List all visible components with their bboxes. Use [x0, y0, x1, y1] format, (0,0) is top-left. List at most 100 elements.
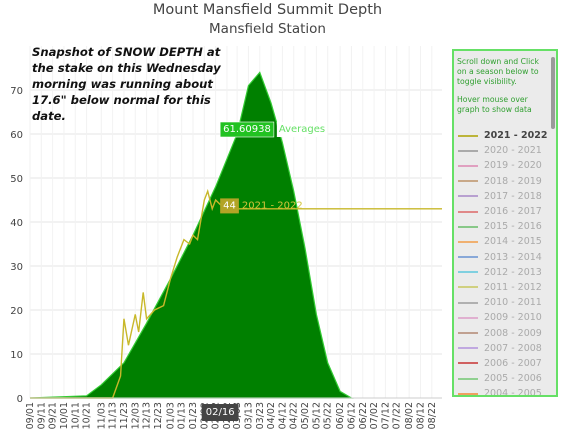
legend-item[interactable]: 2019 - 2020 [458, 158, 550, 173]
y-tick-label: 10 [10, 350, 23, 361]
legend-swatch [458, 210, 478, 213]
legend-swatch [458, 301, 478, 304]
legend-item-label: 2011 - 2012 [484, 281, 542, 293]
x-tick-label: 07/02 [369, 402, 380, 429]
legend-item[interactable]: 2018 - 2019 [458, 174, 550, 189]
legend-item[interactable]: 2021 - 2022 [458, 128, 550, 143]
legend-item[interactable]: 2007 - 2008 [458, 341, 550, 356]
y-tick-label: 30 [10, 262, 23, 273]
legend-item-label: 2006 - 2007 [484, 357, 542, 369]
x-tick-label: 08/22 [427, 402, 438, 429]
x-tick-label: 04/22 [289, 402, 300, 429]
legend-item[interactable]: 2016 - 2017 [458, 204, 550, 219]
y-tick-label: 70 [10, 86, 23, 97]
chart-title: Mount Mansfield Summit Depth [152, 2, 383, 18]
legend-swatch [458, 377, 478, 380]
legend-swatch [458, 149, 478, 152]
legend-item[interactable]: 2014 - 2015 [458, 234, 550, 249]
x-tick-label: 09/01 [25, 402, 36, 429]
legend-item-label: 2005 - 2006 [484, 373, 542, 385]
legend-swatch [458, 362, 478, 365]
averages-hover-name: Averages [279, 124, 325, 135]
x-tick-label: 05/12 [311, 402, 322, 429]
season-2021-2022-line [30, 188, 442, 399]
averages-area [29, 71, 354, 399]
x-tick-label: 05/22 [323, 402, 334, 429]
legend-list[interactable]: 2021 - 2022 2020 - 2021 2019 - 2020 2018 - … [458, 128, 550, 397]
legend-swatch [458, 271, 478, 274]
averages-hover-value: 61.60938 [223, 124, 271, 135]
legend-item[interactable]: 2010 - 2011 [458, 295, 550, 310]
x-tick-label: 12/13 [142, 402, 153, 429]
chart-subtitle: Mansfield Station [209, 21, 326, 37]
legend-help-toggle: Scroll down and Click on a season below … [457, 57, 539, 86]
season-hover-value: 44 [223, 200, 236, 211]
legend-item[interactable]: 2008 - 2009 [458, 325, 550, 340]
x-tick-label: 11/13 [108, 402, 119, 429]
legend-help-hover: Hover mouse over graph to show data [457, 95, 532, 114]
legend-item-label: 2004 - 2005 [484, 388, 542, 397]
x-tick-label: 05/02 [300, 402, 311, 429]
legend-swatch [458, 164, 478, 167]
legend-item[interactable]: 2015 - 2016 [458, 219, 550, 234]
x-tick-label: 06/12 [346, 402, 357, 429]
legend-item[interactable]: 2013 - 2014 [458, 250, 550, 265]
x-tick-label: 01/13 [177, 402, 188, 429]
legend-swatch [458, 180, 478, 183]
y-tick-label: 0 [17, 394, 23, 405]
x-tick-label: 08/02 [404, 402, 415, 429]
legend-swatch [458, 134, 478, 137]
averages-hover-badge [219, 121, 275, 138]
x-tick-label: 12/03 [130, 402, 141, 429]
x-tick-label: 09/21 [48, 402, 59, 429]
chart-annotation: Snapshot of SNOW DEPTH at the stake on t… [32, 45, 221, 123]
legend-swatch [458, 256, 478, 259]
legend-item[interactable]: 2004 - 2005 [458, 386, 550, 397]
season-hover-badge [220, 198, 239, 214]
legend-item-label: 2009 - 2010 [484, 312, 542, 324]
x-tick-label: 06/02 [335, 402, 346, 429]
legend-item-label: 2010 - 2011 [484, 297, 542, 309]
legend-item[interactable]: 2017 - 2018 [458, 189, 550, 204]
x-tick-label: 10/11 [70, 402, 81, 429]
legend-item-label: 2012 - 2013 [484, 266, 542, 278]
x-tick-label: 04/02 [266, 402, 277, 429]
y-tick-label: 60 [10, 130, 23, 141]
legend-swatch [458, 347, 478, 350]
season-hover-name: 2021 - 2022 [242, 200, 303, 211]
x-tick-label: 06/22 [358, 402, 369, 429]
x-tick-label: 09/11 [36, 402, 47, 429]
averages-hover-name-bg [276, 122, 328, 137]
x-tick-label: 01/03 [165, 402, 176, 429]
legend-item[interactable]: 2005 - 2006 [458, 371, 550, 386]
legend-item-label: 2020 - 2021 [484, 145, 542, 157]
legend-swatch [458, 316, 478, 319]
legend-item-label: 2016 - 2017 [484, 206, 542, 218]
legend-item-label: 2019 - 2020 [484, 160, 542, 172]
legend-item-label: 2017 - 2018 [484, 190, 542, 202]
x-tick-label: 10/01 [59, 402, 70, 429]
legend-swatch [458, 240, 478, 243]
x-tick-label: 11/23 [119, 402, 130, 429]
hover-date-badge [201, 404, 239, 421]
legend-item[interactable]: 2011 - 2012 [458, 280, 550, 295]
y-tick-label: 50 [10, 174, 23, 185]
legend-item-label: 2008 - 2009 [484, 327, 542, 339]
legend-item[interactable]: 2009 - 2010 [458, 310, 550, 325]
legend-item-label: 2021 - 2022 [484, 130, 548, 142]
legend-item[interactable]: 2012 - 2013 [458, 265, 550, 280]
x-tick-label: 11/03 [96, 402, 107, 429]
legend-scrollbar[interactable] [551, 57, 555, 129]
legend-item[interactable]: 2006 - 2007 [458, 356, 550, 371]
legend-panel[interactable]: Scroll down and Click on a season below … [452, 49, 558, 397]
x-tick-label: 03/23 [255, 402, 266, 429]
legend-help-text: Scroll down and Click on a season below … [457, 57, 546, 115]
legend-swatch [458, 332, 478, 335]
legend-item[interactable]: 2020 - 2021 [458, 143, 550, 158]
y-tick-label: 40 [10, 218, 23, 229]
x-tick-label: 07/12 [380, 402, 391, 429]
x-tick-label: 03/13 [243, 402, 254, 429]
legend-item-label: 2018 - 2019 [484, 175, 542, 187]
legend-swatch [458, 195, 478, 198]
